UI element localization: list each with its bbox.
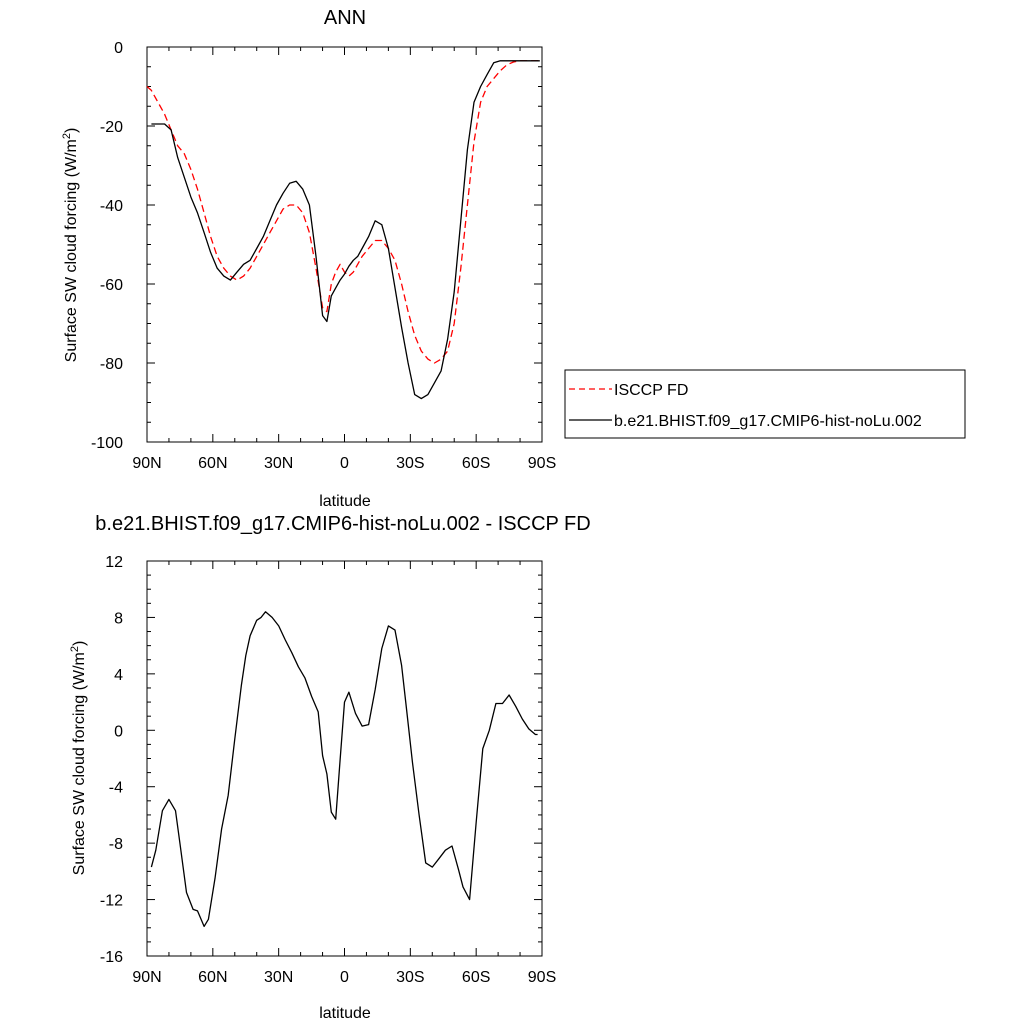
top-plot-frame	[146, 46, 543, 443]
top-series-line-1	[151, 60, 540, 400]
top-x-tick-label: 60S	[462, 455, 490, 472]
bottom-ylabel-main: Surface SW cloud forcing (W/m	[71, 652, 88, 875]
top-ylabel-tail: )	[63, 128, 80, 133]
bottom-series-lines	[150, 611, 538, 928]
top-axis-ticks: 90N 60N 30N 0 30S 60S 90S 0 -20 -40 -60 -80 -100	[91, 40, 556, 472]
bottom-x-tick-label: 90N	[132, 969, 161, 986]
bottom-plot-frame	[146, 560, 543, 957]
top-x-tick-label: 90S	[528, 455, 556, 472]
bottom-y-tick-label: -4	[109, 780, 123, 797]
top-y-tick-label: -100	[91, 435, 123, 452]
top-y-tick-label: -60	[100, 277, 123, 294]
bottom-chart-title: b.e21.BHIST.f09_g17.CMIP6-hist-noLu.002 …	[95, 513, 590, 535]
top-y-tick-label: 0	[114, 40, 123, 57]
top-y-tick-label: -40	[100, 198, 123, 215]
bottom-y-tick-label: 8	[114, 610, 123, 627]
bottom-x-tick-label: 60N	[198, 969, 227, 986]
bottom-ylabel-tail: )	[71, 641, 88, 646]
legend-box	[564, 369, 966, 439]
top-chart-panel: ANN latitude Surface SW cloud forcing (W…	[61, 7, 966, 510]
bottom-x-tick-label: 60S	[462, 969, 490, 986]
top-ylabel-sup: 2	[61, 133, 73, 139]
bottom-y-tick-label: 4	[114, 667, 123, 684]
top-series-line-0	[146, 60, 540, 364]
top-y-tick-label: -20	[100, 119, 123, 136]
bottom-axis-ticks: 90N 60N 30N 0 30S 60S 90S 12 8 4 0 -4 -8 -12 -16	[100, 554, 556, 986]
bottom-y-tick-label: -12	[100, 893, 123, 910]
bottom-y-tick-label: 12	[105, 554, 123, 571]
bottom-chart-xlabel: latitude	[319, 1005, 371, 1022]
top-x-tick-label: 0	[340, 455, 349, 472]
top-chart-xlabel: latitude	[319, 493, 371, 510]
top-chart-ylabel: Surface SW cloud forcing (W/m2)	[61, 128, 80, 363]
bottom-x-tick-label: 0	[340, 969, 349, 986]
legend-label-isccp: ISCCP FD	[614, 382, 688, 399]
bottom-chart-ylabel: Surface SW cloud forcing (W/m2)	[69, 641, 88, 876]
legend: ISCCP FD b.e21.BHIST.f09_g17.CMIP6-hist-…	[564, 369, 966, 439]
bottom-x-tick-label: 90S	[528, 969, 556, 986]
bottom-y-tick-label: 0	[114, 723, 123, 740]
bottom-chart-panel: b.e21.BHIST.f09_g17.CMIP6-hist-noLu.002 …	[69, 513, 591, 1022]
top-x-tick-label: 30S	[396, 455, 424, 472]
legend-label-model: b.e21.BHIST.f09_g17.CMIP6-hist-noLu.002	[614, 413, 922, 430]
bottom-x-tick-label: 30N	[264, 969, 293, 986]
top-x-tick-label: 90N	[132, 455, 161, 472]
bottom-ylabel-sup: 2	[69, 646, 81, 652]
bottom-x-tick-label: 30S	[396, 969, 424, 986]
top-x-tick-label: 60N	[198, 455, 227, 472]
top-chart-title: ANN	[324, 7, 366, 29]
top-ylabel-main: Surface SW cloud forcing (W/m	[63, 139, 80, 362]
top-y-tick-label: -80	[100, 356, 123, 373]
top-series-lines	[146, 60, 540, 400]
top-x-tick-label: 30N	[264, 455, 293, 472]
bottom-series-line-0	[150, 611, 538, 928]
bottom-y-tick-label: -16	[100, 949, 123, 966]
bottom-y-tick-label: -8	[109, 836, 123, 853]
